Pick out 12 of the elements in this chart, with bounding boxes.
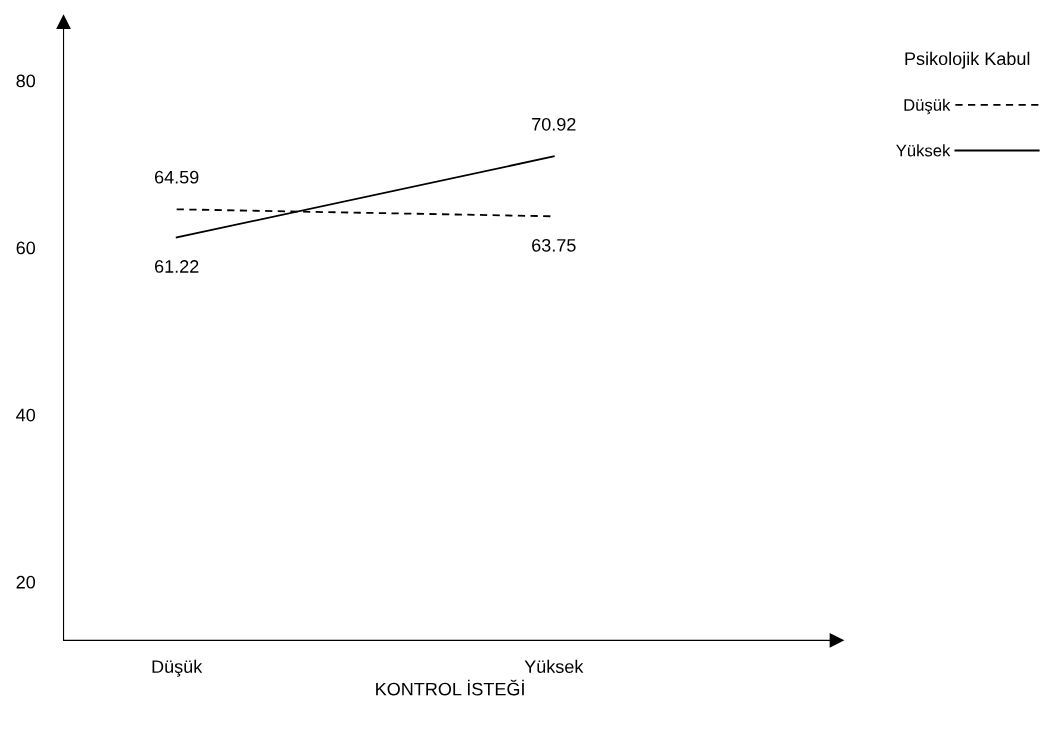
legend-title: Psikolojik Kabul <box>905 51 1030 69</box>
legend-label: Düşük <box>904 98 951 115</box>
data-label: 64.59 <box>155 170 199 184</box>
data-label: 70.92 <box>532 117 576 131</box>
data-label: 61.22 <box>155 260 199 273</box>
y-tick-label: 60 <box>16 241 36 255</box>
x-axis-title: KONTROL İSTEĞİ <box>376 679 524 696</box>
y-tick-label: 80 <box>16 74 36 88</box>
data-label: 63.75 <box>532 238 576 252</box>
y-tick-label: 20 <box>16 575 36 589</box>
legend-label: Yüksek <box>896 144 951 157</box>
y-tick-label: 40 <box>16 408 36 422</box>
